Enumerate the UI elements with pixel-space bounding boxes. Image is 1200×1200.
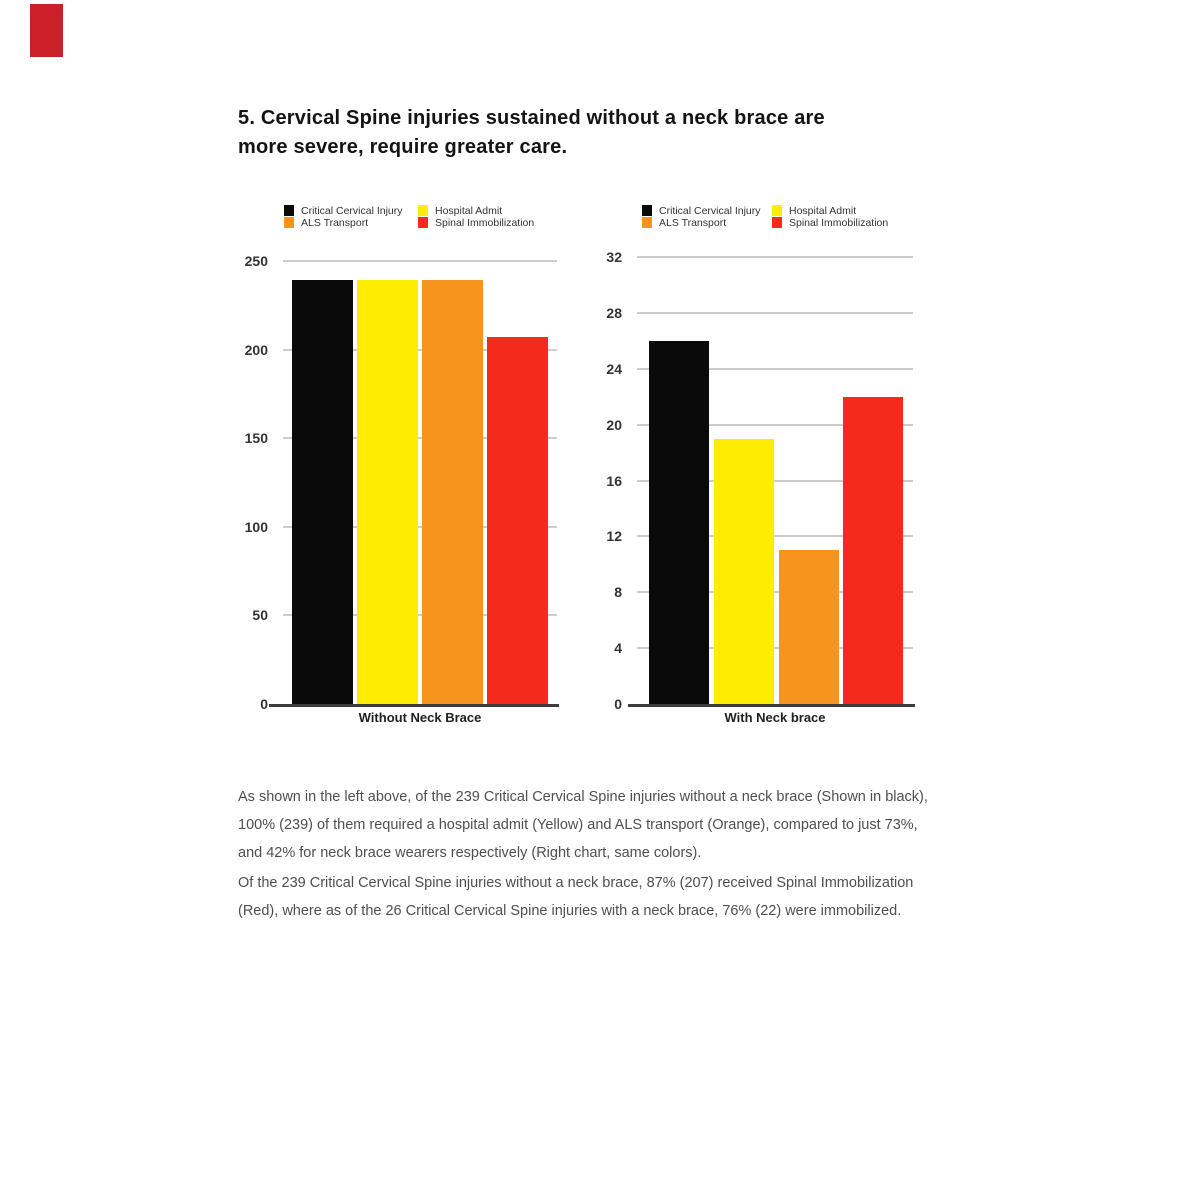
bar-als-transport bbox=[779, 550, 839, 704]
bar-hospital-admit bbox=[357, 280, 418, 704]
bar-spinal-immobilization bbox=[487, 337, 548, 704]
gridline-50 bbox=[283, 614, 557, 617]
paragraph-1-line-2: 100% (239) of them required a hospital a… bbox=[238, 817, 918, 833]
hospital-admit-legend-swatch bbox=[772, 205, 782, 216]
y-tick-label-16: 16 bbox=[606, 472, 622, 489]
x-axis-label-without-neck-brace: Without Neck Brace bbox=[358, 710, 482, 725]
spinal-immobilization-legend-label: Spinal Immobilization bbox=[789, 217, 889, 229]
x-axis-line bbox=[628, 704, 915, 707]
als-transport-legend-swatch bbox=[642, 217, 652, 228]
hospital-admit-legend-label: Hospital Admit bbox=[789, 205, 857, 217]
bar-critical-cervical-injury bbox=[292, 280, 353, 704]
paragraph-1-line-3: and 42% for neck brace wearers respectiv… bbox=[238, 845, 702, 861]
paragraph-2-line-2: (Red), where as of the 26 Critical Cervi… bbox=[238, 903, 902, 919]
spinal-immobilization-legend-swatch bbox=[772, 217, 782, 228]
hospital-admit-legend-label: Hospital Admit bbox=[435, 205, 503, 217]
y-tick-label-150: 150 bbox=[244, 430, 268, 447]
gridline-200 bbox=[283, 348, 557, 351]
bar-als-transport bbox=[422, 280, 483, 704]
gridline-150 bbox=[283, 437, 557, 440]
y-tick-label-32: 32 bbox=[606, 249, 622, 265]
bar-spinal-immobilization bbox=[843, 397, 903, 704]
y-tick-label-200: 200 bbox=[244, 341, 268, 358]
y-tick-label-20: 20 bbox=[606, 416, 622, 433]
paragraph-2: Of the 239 Critical Cervical Spine injur… bbox=[238, 869, 913, 925]
gridline-20 bbox=[637, 423, 913, 426]
y-tick-label-50: 50 bbox=[252, 607, 268, 624]
y-tick-label-0: 0 bbox=[260, 696, 268, 712]
gridline-24 bbox=[637, 367, 913, 370]
y-tick-label-24: 24 bbox=[606, 360, 622, 377]
gridline-12 bbox=[637, 535, 913, 538]
spinal-immobilization-legend-label: Spinal Immobilization bbox=[435, 217, 535, 229]
critical-cervical-injury-legend-swatch bbox=[642, 205, 652, 216]
title-line-1: 5. Cervical Spine injuries sustained wit… bbox=[238, 107, 825, 129]
paragraph-2-line-1: Of the 239 Critical Cervical Spine injur… bbox=[238, 875, 914, 891]
gridline-16 bbox=[637, 479, 913, 482]
critical-cervical-injury-legend-label: Critical Cervical Injury bbox=[301, 205, 403, 217]
als-transport-legend-label: ALS Transport bbox=[659, 217, 727, 229]
paragraph-1: As shown in the left above, of the 239 C… bbox=[238, 783, 928, 867]
bar-hospital-admit bbox=[714, 439, 774, 704]
critical-cervical-injury-legend-label: Critical Cervical Injury bbox=[659, 205, 761, 217]
gridline-4 bbox=[637, 647, 913, 650]
y-tick-label-4: 4 bbox=[614, 640, 622, 657]
y-tick-label-100: 100 bbox=[244, 518, 268, 535]
x-axis-label-with-neck-brace: With Neck brace bbox=[724, 710, 826, 725]
y-tick-label-8: 8 bbox=[614, 584, 622, 601]
hospital-admit-legend-swatch bbox=[418, 205, 428, 216]
y-tick-label-0: 0 bbox=[614, 696, 622, 712]
y-tick-label-28: 28 bbox=[606, 304, 622, 321]
gridline-28 bbox=[637, 311, 913, 314]
x-axis-line bbox=[269, 704, 559, 707]
chart-with-neck-brace: Critical Cervical Injury ALS Transport Hos… bbox=[606, 205, 915, 725]
title-line-2: more severe, require greater care. bbox=[238, 136, 568, 158]
bar-critical-cervical-injury bbox=[649, 341, 709, 704]
paragraph-1-line-1: As shown in the left above, of the 239 C… bbox=[238, 789, 928, 805]
critical-cervical-injury-legend-swatch bbox=[284, 205, 294, 216]
gridline-8 bbox=[637, 591, 913, 594]
red-rectangle-marker bbox=[30, 4, 63, 57]
y-tick-label-250: 250 bbox=[244, 253, 268, 269]
y-tick-label-12: 12 bbox=[606, 528, 622, 545]
als-transport-legend-label: ALS Transport bbox=[301, 217, 369, 229]
chart-without-neck-brace: Critical Cervical Injury ALS Transport Hos… bbox=[244, 205, 559, 725]
gridline-100 bbox=[283, 525, 557, 528]
gridline-32 bbox=[637, 256, 913, 258]
als-transport-legend-swatch bbox=[284, 217, 294, 228]
gridline-250 bbox=[283, 260, 557, 262]
page-title: 5. Cervical Spine injuries sustained wit… bbox=[238, 104, 825, 162]
spinal-immobilization-legend-swatch bbox=[418, 217, 428, 228]
